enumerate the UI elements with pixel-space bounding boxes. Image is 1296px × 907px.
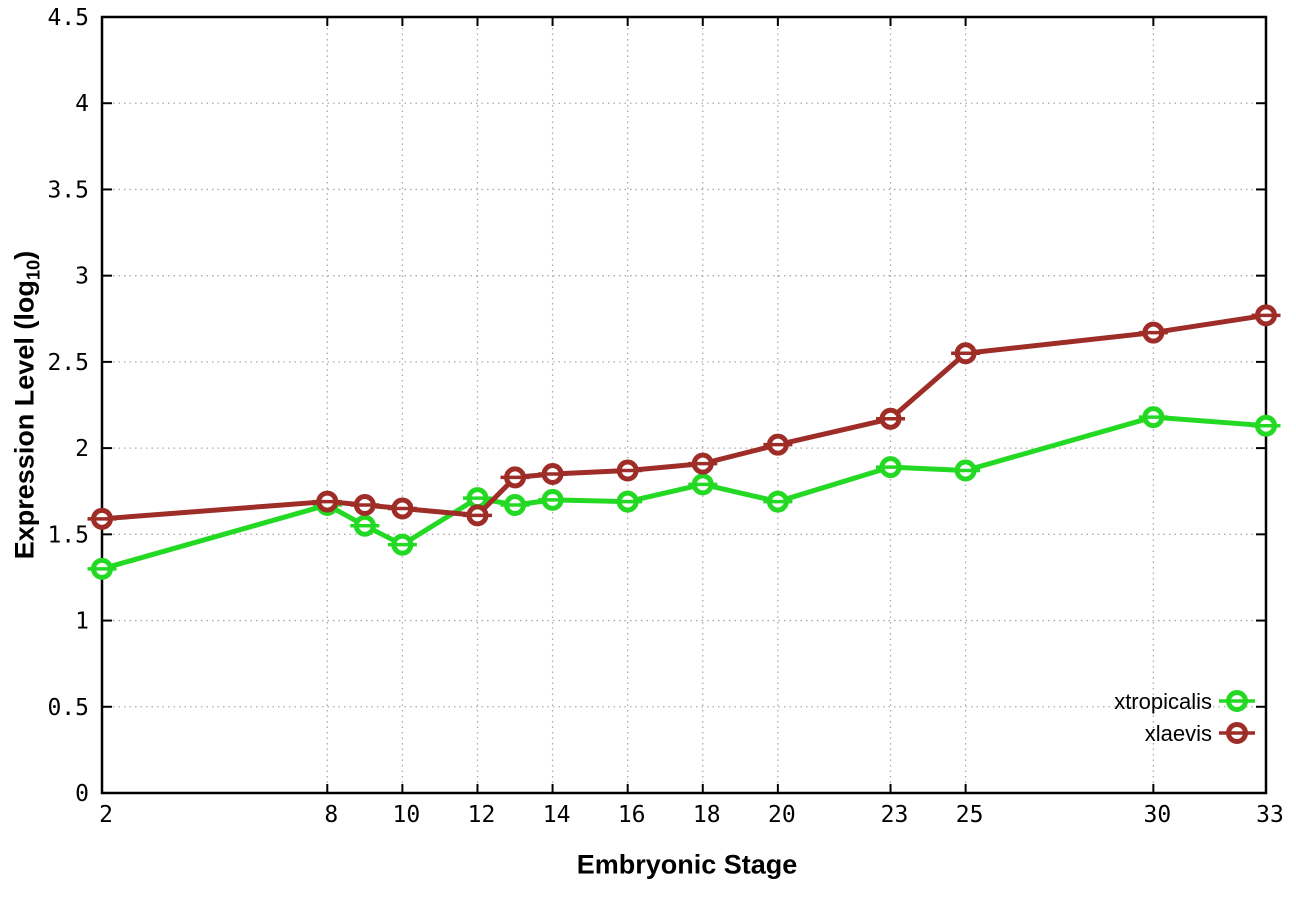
x-tick-label: 23: [881, 802, 909, 828]
series-line-xtropicalis: [99, 414, 1269, 572]
y-tick-label: 1.5: [47, 522, 89, 548]
legend-label-xtropicalis: xtropicalis: [1114, 689, 1212, 714]
x-tick-label: 10: [393, 802, 421, 828]
y-tick-label: 1: [75, 609, 89, 635]
y-tick-label: 4: [75, 91, 89, 117]
x-tick-label: 25: [956, 802, 984, 828]
y-tick-label: 0.5: [47, 695, 89, 721]
y-tick-label: 2: [75, 436, 89, 462]
y-tick-label: 3: [75, 264, 89, 290]
y-tick-label: 4.5: [47, 5, 89, 31]
x-tick-label: 8: [324, 802, 338, 828]
x-tick-label: 2: [99, 802, 113, 828]
x-axis-title: Embryonic Stage: [576, 849, 798, 880]
x-tick-label: 20: [768, 802, 796, 828]
x-tick-label: 16: [618, 802, 646, 828]
x-tick-label: 12: [468, 802, 496, 828]
x-tick-label: 30: [1144, 802, 1172, 828]
x-tick-label: 33: [1256, 802, 1284, 828]
y-tick-label: 3.5: [47, 177, 89, 203]
y-axis-title-close: ): [9, 250, 40, 260]
y-axis-title: Expression Level (log10): [9, 251, 44, 560]
y-tick-label: 2.5: [47, 350, 89, 376]
legend-label-xlaevis: xlaevis: [1145, 721, 1212, 746]
y-axis-title-subscript: 10: [22, 259, 44, 281]
x-tick-label: 18: [693, 802, 721, 828]
plot-border: [100, 15, 1268, 795]
x-tick-label: 14: [543, 802, 571, 828]
y-tick-label: 0: [75, 781, 89, 807]
y-axis-title-text: Expression Level (log: [9, 280, 40, 560]
